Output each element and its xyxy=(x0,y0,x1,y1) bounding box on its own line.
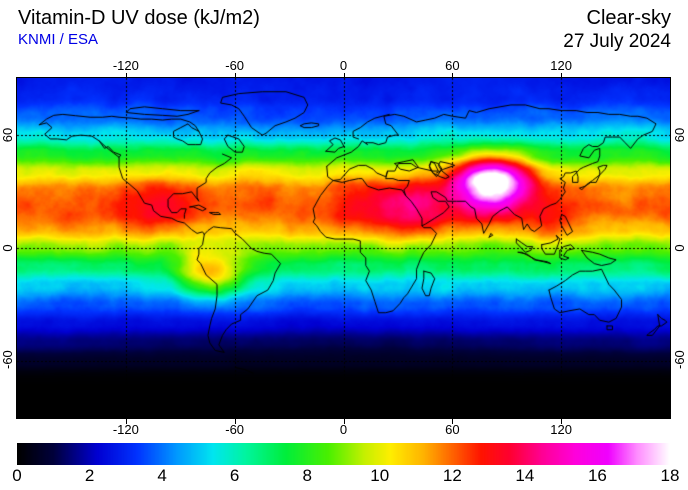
figure-header: Vitamin-D UV dose (kJ/m2) KNMI / ESA Cle… xyxy=(0,0,688,54)
colorbar-tick-label: 12 xyxy=(442,466,462,485)
longitude-tick-label: -60 xyxy=(225,422,245,437)
colorbar-tick-label: 16 xyxy=(587,466,607,485)
bottom-axis-ticks xyxy=(17,419,670,424)
colorbar-tick-label: 2 xyxy=(84,466,95,485)
lon-tick xyxy=(126,419,127,424)
lon-tick xyxy=(126,73,127,78)
longitude-tick-label: 60 xyxy=(445,422,460,437)
colorbar-tick-label: 14 xyxy=(515,466,535,485)
lon-tick xyxy=(561,419,562,424)
longitude-tick-label: -60 xyxy=(225,58,245,73)
latitude-tick-label: 60 xyxy=(672,127,687,142)
colorbar-tick-label: 4 xyxy=(157,466,167,485)
lon-tick xyxy=(344,419,345,424)
uv-dose-heatmap-canvas xyxy=(17,78,670,418)
latitude-tick-label: -60 xyxy=(0,350,15,370)
longitude-tick-label: 60 xyxy=(445,58,460,73)
latitude-tick-label: 0 xyxy=(0,244,15,252)
longitude-tick-label: -120 xyxy=(112,422,139,437)
lon-tick xyxy=(452,73,453,78)
colorbar-tick-label: 18 xyxy=(660,466,680,485)
longitude-tick-label: 0 xyxy=(339,58,348,73)
top-axis-ticks xyxy=(17,73,670,78)
lon-tick xyxy=(561,73,562,78)
longitude-tick-label: 0 xyxy=(339,422,348,437)
latitude-tick-label: 0 xyxy=(672,244,687,252)
sky-condition-label: Clear-sky xyxy=(586,7,671,29)
source-credit: KNMI / ESA xyxy=(18,31,99,48)
colorbar xyxy=(17,443,670,465)
colorbar-gradient xyxy=(17,443,670,465)
lon-tick xyxy=(344,73,345,78)
longitude-tick-label: 120 xyxy=(550,422,572,437)
colorbar-tick-label: 8 xyxy=(302,466,312,485)
lon-tick xyxy=(235,73,236,78)
longitude-tick-label: 120 xyxy=(550,58,572,73)
colorbar-tick-label: 10 xyxy=(370,466,390,485)
latitude-tick-label: 60 xyxy=(0,127,15,142)
latitude-tick-label: -60 xyxy=(672,350,687,370)
longitude-tick-label: -120 xyxy=(112,58,139,73)
colorbar-tick-label: 6 xyxy=(229,466,240,485)
lon-tick xyxy=(452,419,453,424)
colorbar-tick-label: 0 xyxy=(12,466,22,485)
page-title: Vitamin-D UV dose (kJ/m2) xyxy=(18,7,260,29)
date-label: 27 July 2024 xyxy=(563,31,671,52)
map-plot-area xyxy=(17,78,670,418)
lon-tick xyxy=(235,419,236,424)
